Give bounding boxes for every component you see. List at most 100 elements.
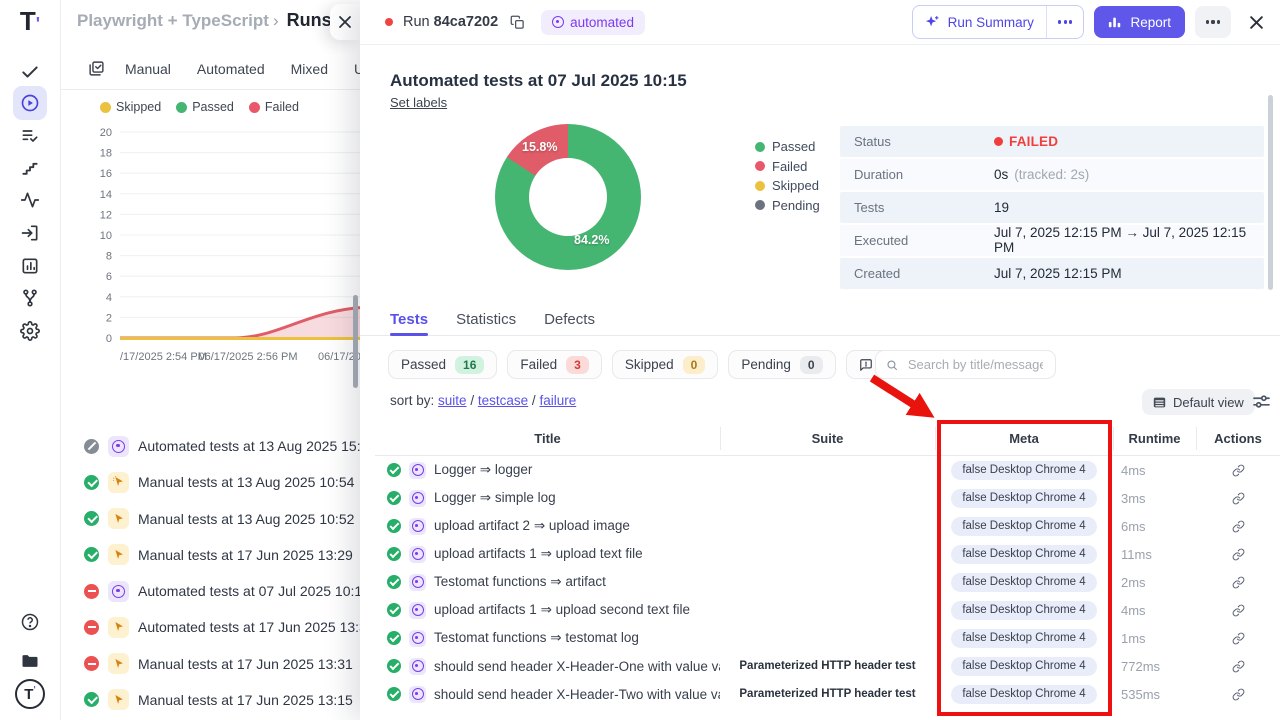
artifact-link-icon[interactable] bbox=[1196, 464, 1280, 477]
tab-statistics[interactable]: Statistics bbox=[456, 303, 516, 335]
more-actions-button[interactable] bbox=[1195, 6, 1231, 38]
passed-status-icon bbox=[84, 692, 99, 707]
artifact-link-icon[interactable] bbox=[1196, 520, 1280, 533]
sort-by-testcase[interactable]: testcase bbox=[478, 393, 528, 408]
analytics-nav-icon[interactable] bbox=[13, 249, 47, 283]
panel-header: Run 84ca7202 automated Run Summary Repor… bbox=[360, 0, 1280, 45]
milestones-nav-icon[interactable] bbox=[13, 151, 47, 185]
middle-scrollbar-thumb[interactable] bbox=[353, 295, 358, 388]
tab-tests[interactable]: Tests bbox=[390, 303, 428, 335]
breadcrumb-project[interactable]: Playwright + TypeScript bbox=[77, 11, 269, 30]
filter-skipped[interactable]: Skipped0 bbox=[612, 350, 718, 379]
table-row[interactable]: should send header X-Header-Two with val… bbox=[375, 680, 1280, 708]
table-row[interactable]: Testomat functions ⇒ testomat log false … bbox=[375, 624, 1280, 652]
meta-badge: false Desktop Chrome 4 bbox=[951, 573, 1096, 592]
run-list-item[interactable]: Automated tests at 17 Jun 2025 13:30 bbox=[60, 609, 360, 645]
run-summary-more-button[interactable] bbox=[1046, 6, 1084, 38]
settings-nav-icon[interactable] bbox=[13, 314, 47, 348]
table-row[interactable]: upload artifact 2 ⇒ upload image false D… bbox=[375, 512, 1280, 540]
sort-by-suite[interactable]: suite bbox=[438, 393, 467, 408]
legend-passed[interactable]: Passed bbox=[755, 137, 820, 157]
legend-skipped[interactable]: Skipped bbox=[100, 100, 161, 114]
search-input[interactable] bbox=[906, 356, 1045, 373]
app-logo[interactable]: T' bbox=[0, 6, 60, 37]
legend-pending[interactable]: Pending bbox=[755, 196, 820, 216]
automated-test-icon bbox=[409, 630, 426, 647]
automated-test-icon bbox=[409, 546, 426, 563]
artifact-link-icon[interactable] bbox=[1196, 604, 1280, 617]
column-settings-icon[interactable] bbox=[1253, 394, 1270, 409]
passed-status-icon bbox=[387, 631, 401, 645]
select-runs-icon[interactable] bbox=[88, 60, 105, 77]
legend-skipped[interactable]: Skipped bbox=[755, 176, 820, 196]
skipped-dot-icon bbox=[100, 102, 111, 113]
artifact-link-icon[interactable] bbox=[1196, 492, 1280, 505]
artifact-link-icon[interactable] bbox=[1196, 632, 1280, 645]
manual-run-icon bbox=[108, 617, 129, 638]
automated-icon bbox=[552, 16, 564, 28]
filter-failed[interactable]: Failed3 bbox=[507, 350, 601, 379]
import-nav-icon[interactable] bbox=[13, 216, 47, 250]
panel-scrollbar-thumb[interactable] bbox=[1268, 95, 1273, 290]
user-avatar[interactable]: T' bbox=[13, 677, 47, 711]
tab-mixed[interactable]: Mixed bbox=[291, 61, 328, 77]
activity-nav-icon[interactable] bbox=[13, 183, 47, 217]
run-list-item[interactable]: Manual tests at 17 Jun 2025 13:15from bbox=[60, 682, 360, 718]
canceled-status-icon bbox=[84, 439, 99, 454]
projects-folder-icon[interactable] bbox=[13, 644, 47, 678]
default-view-button[interactable]: Default view bbox=[1142, 389, 1255, 415]
status-badge: FAILED bbox=[1009, 134, 1058, 149]
legend-failed[interactable]: Failed bbox=[249, 100, 299, 114]
filter-passed[interactable]: Passed16 bbox=[388, 350, 497, 379]
artifact-link-icon[interactable] bbox=[1196, 688, 1280, 701]
set-labels-link[interactable]: Set labels bbox=[390, 95, 447, 110]
run-list-item[interactable]: Manual tests at 13 Aug 2025 10:542 bbox=[60, 464, 360, 500]
table-row[interactable]: upload artifacts 1 ⇒ upload text file fa… bbox=[375, 540, 1280, 568]
run-list-item[interactable]: Manual tests at 13 Aug 2025 10:52from bbox=[60, 501, 360, 537]
tab-defects[interactable]: Defects bbox=[544, 303, 595, 335]
run-summary-button[interactable]: Run Summary bbox=[912, 5, 1085, 39]
tab-manual[interactable]: Manual bbox=[125, 61, 171, 77]
artifact-link-icon[interactable] bbox=[1196, 660, 1280, 673]
manual-run-icon bbox=[108, 472, 129, 493]
table-row[interactable]: should send header X-Header-One with val… bbox=[375, 652, 1280, 680]
runs-nav-icon[interactable] bbox=[13, 86, 47, 120]
results-donut-chart bbox=[495, 124, 641, 270]
tests-nav-icon[interactable] bbox=[13, 55, 47, 89]
runs-history-chart: 20 18 16 14 12 10 8 6 4 2 0 /17/2025 2:5… bbox=[76, 118, 360, 368]
panel-close-button[interactable] bbox=[1249, 15, 1264, 30]
comment-icon bbox=[859, 358, 873, 372]
help-icon[interactable] bbox=[13, 605, 47, 639]
tab-automated[interactable]: Automated bbox=[197, 61, 265, 77]
passed-status-icon bbox=[387, 547, 401, 561]
table-row[interactable]: Testomat functions ⇒ artifact false Desk… bbox=[375, 568, 1280, 596]
table-row[interactable]: Logger ⇒ logger false Desktop Chrome 4 4… bbox=[375, 456, 1280, 484]
plans-nav-icon[interactable] bbox=[13, 119, 47, 153]
report-button[interactable]: Report bbox=[1094, 6, 1185, 38]
run-list-item[interactable]: Manual tests at 17 Jun 2025 13:31from bbox=[60, 646, 360, 682]
panel-close-tab[interactable] bbox=[330, 4, 360, 40]
passed-status-icon bbox=[387, 519, 401, 533]
filter-pending[interactable]: Pending0 bbox=[728, 350, 835, 379]
run-list-item[interactable]: Automated tests at 07 Jul 2025 10:15 bbox=[60, 573, 360, 609]
branches-nav-icon[interactable] bbox=[13, 281, 47, 315]
test-title: should send header X-Header-One with val… bbox=[434, 659, 720, 674]
table-row[interactable]: Logger ⇒ simple log false Desktop Chrome… bbox=[375, 484, 1280, 512]
run-details-panel: Run 84ca7202 automated Run Summary Repor… bbox=[360, 0, 1280, 720]
left-nav-rail: T' bbox=[0, 0, 61, 720]
run-list-item[interactable]: Manual tests at 17 Jun 2025 13:29from bbox=[60, 537, 360, 573]
sort-by-failure[interactable]: failure bbox=[539, 393, 576, 408]
info-row-executed: Executed Jul 7, 2025 12:15 PM → Jul 7, 2… bbox=[840, 225, 1264, 256]
legend-passed[interactable]: Passed bbox=[176, 100, 234, 114]
run-list-item[interactable]: Automated tests at 13 Aug 2025 15:53 bbox=[60, 428, 360, 464]
artifact-link-icon[interactable] bbox=[1196, 548, 1280, 561]
run-type-tabs: Manual Automated Mixed Unfinished bbox=[60, 48, 360, 90]
test-title: Testomat functions ⇒ artifact bbox=[434, 574, 606, 590]
run-id-label: Run 84ca7202 bbox=[403, 14, 498, 30]
legend-failed[interactable]: Failed bbox=[755, 157, 820, 177]
artifact-link-icon[interactable] bbox=[1196, 576, 1280, 589]
copy-run-id-icon[interactable] bbox=[510, 15, 525, 30]
run-title: Manual tests at 17 Jun 2025 13:15 bbox=[138, 692, 353, 708]
table-row[interactable]: upload artifacts 1 ⇒ upload second text … bbox=[375, 596, 1280, 624]
passed-status-icon bbox=[387, 463, 401, 477]
